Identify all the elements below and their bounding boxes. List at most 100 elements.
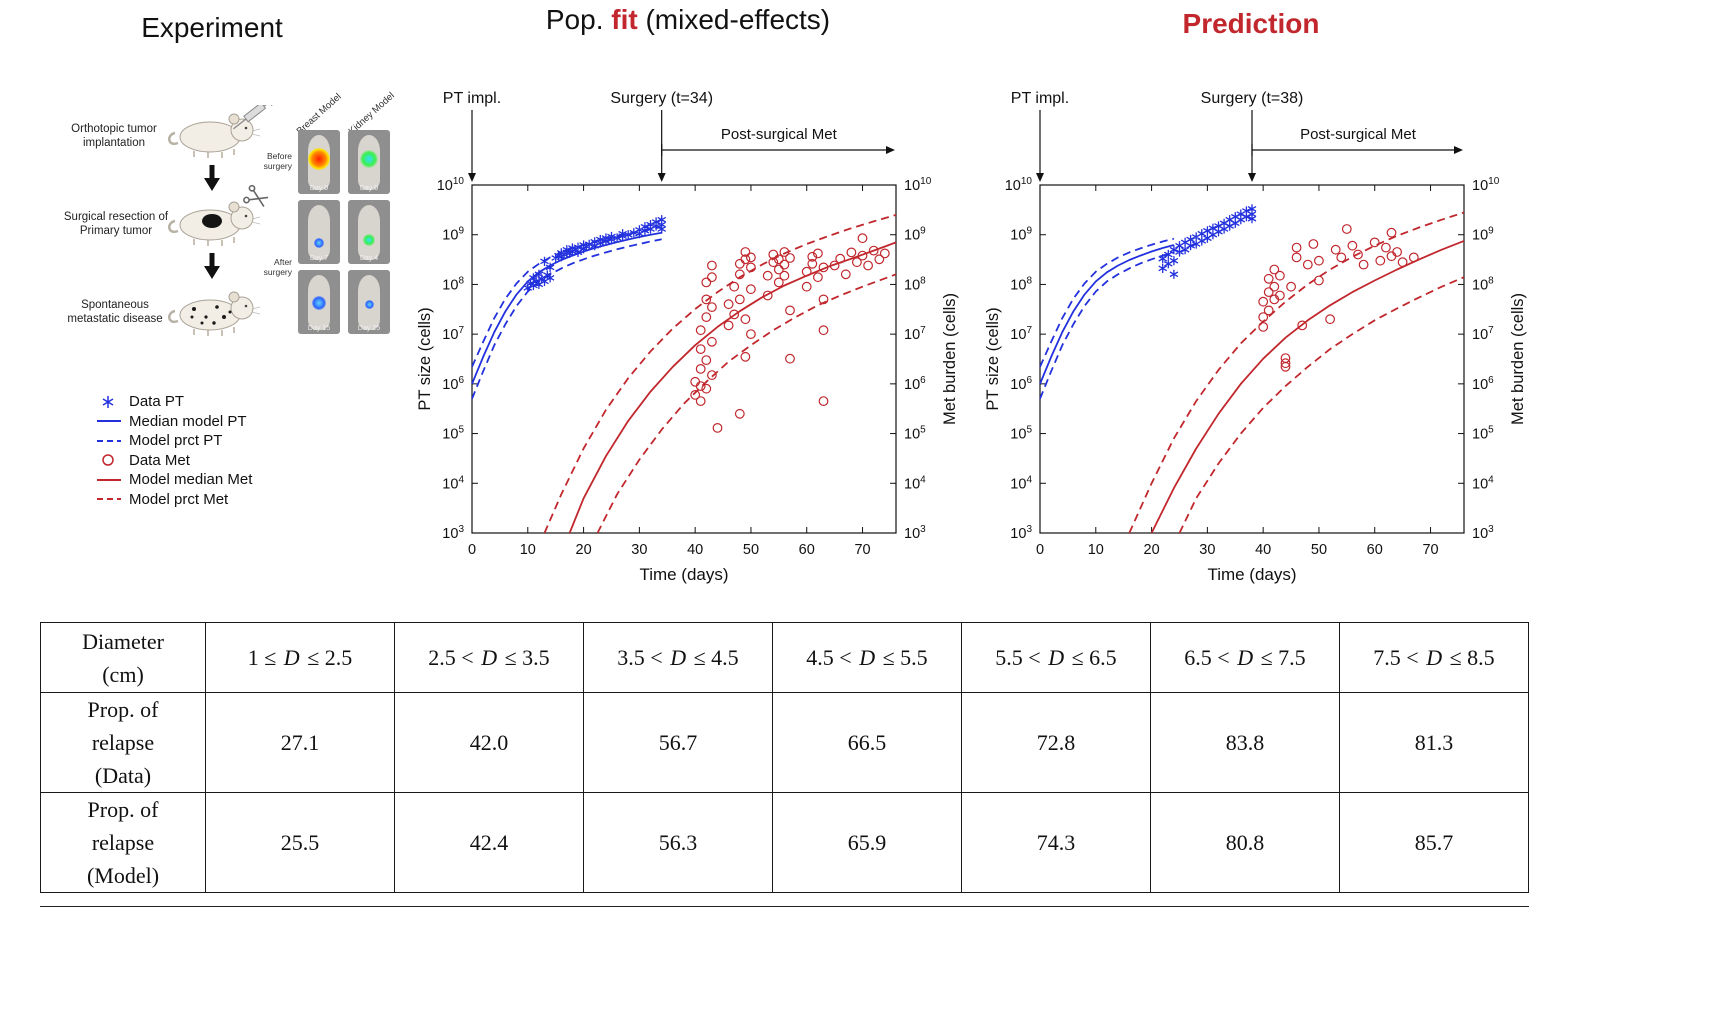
day-label: Day 0 <box>359 185 379 192</box>
mouse-photo: Day 25 <box>348 270 390 334</box>
solid-line-icon <box>97 420 121 423</box>
svg-text:PT impl.: PT impl. <box>1011 90 1069 107</box>
legend-label: Data Met <box>129 451 190 469</box>
svg-text:1010: 1010 <box>1472 176 1500 194</box>
dashed-line-icon <box>97 439 121 442</box>
asterisk-marker-icon <box>102 395 114 408</box>
svg-text:Surgery (t=38): Surgery (t=38) <box>1201 90 1304 107</box>
svg-text:40: 40 <box>1255 542 1271 558</box>
svg-text:107: 107 <box>1010 325 1032 343</box>
legend-item: Median model PT <box>95 412 252 432</box>
mouse-metastasis-illustration <box>168 290 262 338</box>
metastasis-dots <box>190 305 232 325</box>
svg-text:105: 105 <box>1472 425 1494 443</box>
legend-label: Model prct Met <box>129 490 229 508</box>
mouse-photo: Day 7 <box>298 200 340 264</box>
svg-text:60: 60 <box>799 542 815 558</box>
day-label: Day 25 <box>357 325 381 332</box>
svg-text:40: 40 <box>687 542 703 558</box>
svg-text:104: 104 <box>1472 474 1494 492</box>
mouse-photo: Day 15 <box>298 270 340 334</box>
mouse-implantation-illustration <box>168 105 274 160</box>
step-label-metastasis: Spontaneous metastatic disease <box>67 299 163 326</box>
table-cell: 65.9 <box>772 792 962 893</box>
prediction-chart: PT impl. Surgery (t=38) Post-surgical Met 1… <box>984 90 1527 584</box>
diameter-header-line: (cm) <box>102 661 144 687</box>
legend-item: Model prct PT <box>95 431 252 451</box>
svg-text:107: 107 <box>1472 325 1494 343</box>
svg-text:105: 105 <box>442 425 464 443</box>
table-cell: 66.5 <box>772 692 962 793</box>
svg-text:109: 109 <box>904 226 926 244</box>
chart-legend: Data PT Median model PT Model prct PT Da… <box>95 392 252 509</box>
svg-text:103: 103 <box>1010 524 1032 542</box>
after-surgery-label: After surgery <box>263 257 292 277</box>
table-cell: 80.8 <box>1150 792 1340 893</box>
svg-text:Post-surgical Met: Post-surgical Met <box>1300 126 1417 143</box>
legend-item: Data Met <box>95 451 252 471</box>
before-surgery-label: Before surgery <box>263 151 292 171</box>
svg-text:0: 0 <box>1036 542 1044 558</box>
svg-text:Post-surgical Met: Post-surgical Met <box>721 126 838 143</box>
day-label: Day 7 <box>309 255 329 262</box>
popfit-chart: PT impl. Surgery (t=34) Post-surgical Met 1… <box>416 90 959 584</box>
legend-label: Data PT <box>129 393 185 411</box>
svg-text:20: 20 <box>576 542 592 558</box>
svg-text:10: 10 <box>520 542 536 558</box>
day-label: Day 0 <box>309 185 329 192</box>
mouse-resection-illustration <box>168 184 269 248</box>
table-cell: 83.8 <box>1150 692 1340 793</box>
experiment-title: Experiment <box>141 12 283 43</box>
diameter-range-header: 7.5 < D ≤ 8.5 <box>1339 622 1529 693</box>
svg-text:104: 104 <box>442 474 464 492</box>
svg-text:106: 106 <box>904 375 926 393</box>
table-cell: 56.7 <box>583 692 773 793</box>
table-header-row: Diameter (cm) 1 ≤ D ≤ 2.5 2.5 < D ≤ 3.5 … <box>40 622 1529 693</box>
mouse-silhouette <box>358 205 380 260</box>
legend-label: Median model PT <box>129 412 247 430</box>
diameter-range-header: 3.5 < D ≤ 4.5 <box>583 622 773 693</box>
svg-text:PT size (cells): PT size (cells) <box>416 307 434 410</box>
svg-text:60: 60 <box>1367 542 1383 558</box>
svg-text:50: 50 <box>743 542 759 558</box>
table-cell: 81.3 <box>1339 692 1529 793</box>
svg-text:108: 108 <box>1472 275 1494 293</box>
svg-text:103: 103 <box>1472 524 1494 542</box>
day-label: Day 4 <box>359 255 379 262</box>
popfit-title-highlight: fit <box>611 4 638 35</box>
svg-text:104: 104 <box>1010 474 1032 492</box>
solid-line-icon <box>97 478 121 481</box>
step-label-resection: Surgical resection of Primary tumor <box>63 211 169 238</box>
table-cell: 25.5 <box>205 792 395 893</box>
bioluminescence-blob <box>308 148 330 170</box>
down-arrow-icon <box>204 165 220 191</box>
svg-text:108: 108 <box>442 275 464 293</box>
relapse-table: Diameter (cm) 1 ≤ D ≤ 2.5 2.5 < D ≤ 3.5 … <box>40 622 1529 893</box>
svg-text:Surgery (t=34): Surgery (t=34) <box>610 90 713 107</box>
mouse-photo: Day 4 <box>348 200 390 264</box>
diameter-header-line: Diameter <box>82 628 164 654</box>
svg-text:106: 106 <box>1010 375 1032 393</box>
diameter-range-header: 5.5 < D ≤ 6.5 <box>961 622 1151 693</box>
table-cell: 74.3 <box>961 792 1151 893</box>
svg-text:1010: 1010 <box>437 176 465 194</box>
popfit-title: Pop. fit (mixed-effects) <box>478 4 898 36</box>
bioluminescence-blob <box>312 296 326 310</box>
legend-item: Model prct Met <box>95 490 252 510</box>
svg-text:107: 107 <box>904 325 926 343</box>
table-cell: 42.4 <box>394 792 584 893</box>
bioluminescence-blob <box>360 150 378 168</box>
bioluminescence-blob <box>363 234 375 246</box>
mouse-images-panel: Breast Model Kidney Model Before surgery… <box>252 86 412 346</box>
figure-bottom-rule <box>40 906 1529 907</box>
svg-text:1010: 1010 <box>1005 176 1033 194</box>
svg-text:20: 20 <box>1144 542 1160 558</box>
svg-text:104: 104 <box>904 474 926 492</box>
svg-text:10: 10 <box>1088 542 1104 558</box>
relapse-data-row: Prop. of relapse (Data) 27.1 42.0 56.7 6… <box>40 692 1529 793</box>
mouse-silhouette <box>308 205 330 260</box>
svg-text:30: 30 <box>1199 542 1215 558</box>
popfit-title-pre: Pop. <box>545 4 612 35</box>
mouse-photo: Day 0 <box>298 130 340 194</box>
table-cell: 72.8 <box>961 692 1151 793</box>
